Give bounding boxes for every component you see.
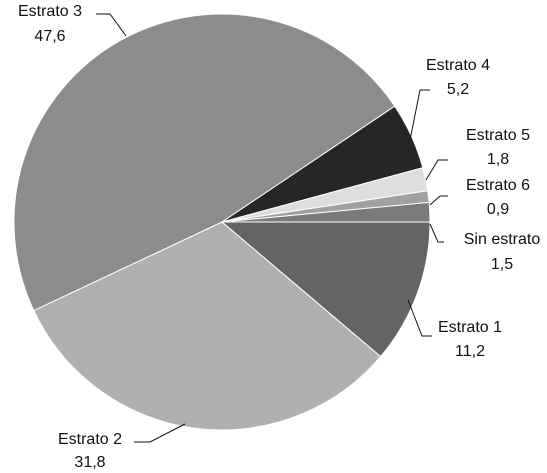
value-label: 31,8 bbox=[74, 454, 105, 471]
leader-line bbox=[409, 89, 430, 141]
slice-label: Sin estrato bbox=[464, 231, 541, 248]
pie-slice bbox=[220, 221, 431, 358]
pie-slice bbox=[221, 201, 431, 223]
value-label: 1,8 bbox=[487, 151, 509, 168]
leader-line bbox=[96, 13, 127, 37]
slice-label: Estrato 4 bbox=[426, 57, 490, 74]
leader-line bbox=[425, 159, 448, 181]
leader-line bbox=[407, 299, 432, 337]
value-label: 0,9 bbox=[487, 201, 509, 218]
slice-label: Estrato 6 bbox=[466, 177, 530, 194]
slice-label: Estrato 5 bbox=[466, 127, 530, 144]
value-label: 11,2 bbox=[455, 343, 485, 360]
pie-slice bbox=[13, 13, 396, 312]
value-label: 5,2 bbox=[447, 81, 469, 98]
leader-line bbox=[134, 423, 186, 443]
leader-line bbox=[429, 223, 444, 243]
slice-label: Estrato 1 bbox=[438, 319, 502, 336]
leader-line bbox=[429, 195, 448, 206]
value-label: 1,5 bbox=[491, 256, 513, 273]
slice-label: Estrato 3 bbox=[18, 3, 82, 20]
pie-slice bbox=[33, 221, 382, 431]
value-label: 47,6 bbox=[34, 28, 65, 45]
slice-label: Estrato 2 bbox=[58, 431, 122, 448]
